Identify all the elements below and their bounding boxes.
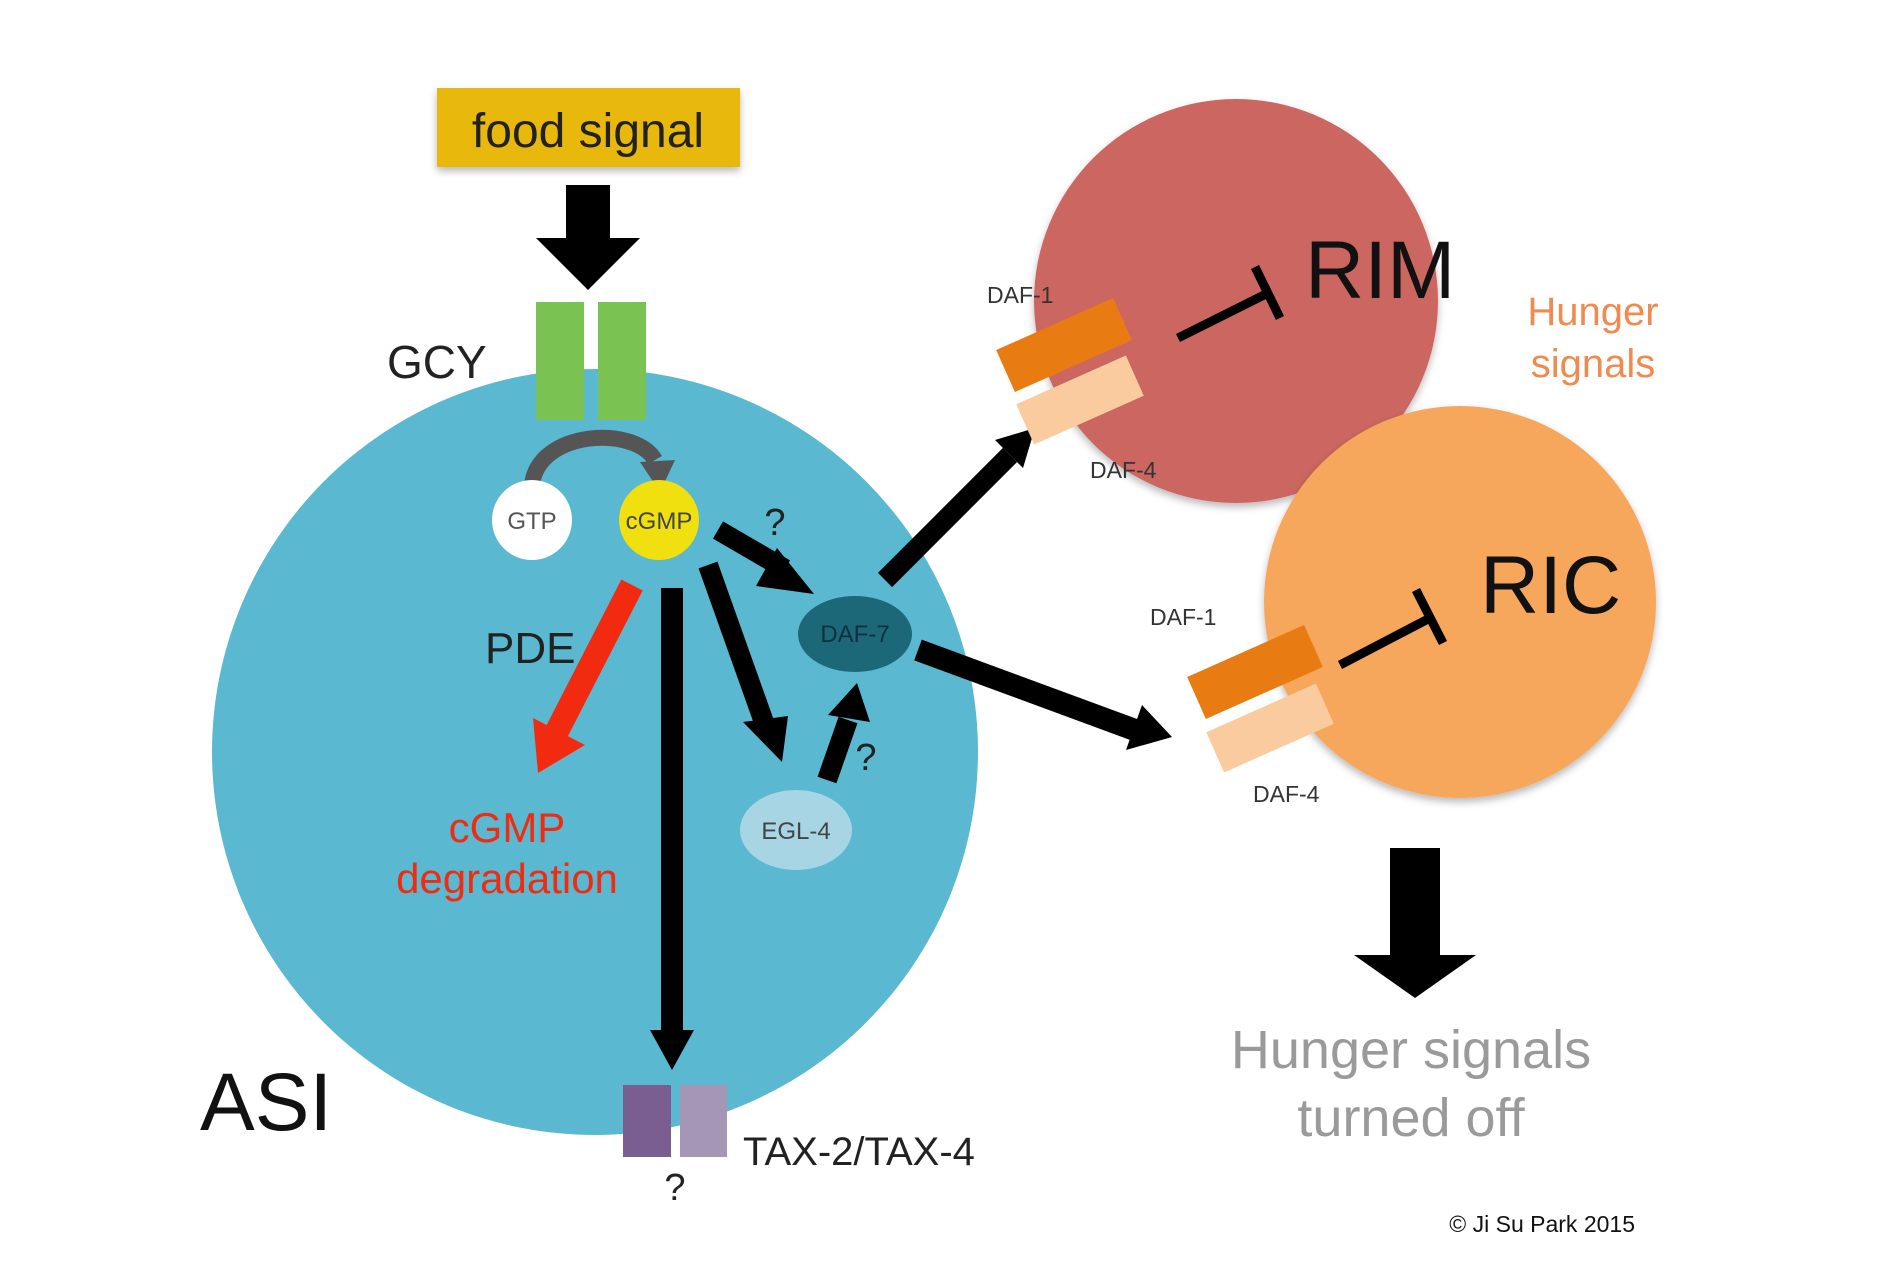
gcy-receptor-right: [598, 302, 646, 420]
rim-daf1-label: DAF-1: [987, 282, 1053, 308]
daf7-node: [798, 596, 912, 672]
ric-daf1-receptor: [1187, 624, 1323, 720]
egl4-label: EGL-4: [761, 818, 830, 845]
gtp-label: GTP: [507, 508, 556, 535]
cgmp-node: [619, 480, 699, 560]
rim-daf4-receptor: [1016, 355, 1144, 445]
food-signal-label: food signal: [472, 105, 704, 158]
cgmp-label: cGMP: [626, 508, 693, 535]
ric-daf4-label: DAF-4: [1253, 781, 1320, 807]
rim-cell: [1034, 99, 1438, 503]
daf7-to-rim-line: [877, 447, 1018, 588]
turned-off-label-1: Hunger signals: [1231, 1020, 1591, 1080]
hunger-signals-label-2: signals: [1531, 342, 1656, 386]
question-mark-tax: ?: [664, 1167, 685, 1209]
daf7-to-rim-arrowhead: [995, 428, 1035, 468]
rim-daf4-label: DAF-4: [1090, 457, 1157, 483]
egl4-node: [740, 790, 852, 870]
turned-off-label-2: turned off: [1297, 1088, 1525, 1148]
gtp-to-cgmp-arrowhead: [640, 460, 675, 492]
cgmp-to-daf7-arrowhead: [756, 548, 814, 594]
gtp-node: [492, 480, 572, 560]
pde-label: PDE: [485, 624, 575, 673]
hunger-signals-label-1: Hunger: [1527, 290, 1658, 334]
cgmp-degradation-label-2: degradation: [396, 855, 618, 902]
ric-daf1-label: DAF-1: [1150, 604, 1216, 630]
copyright-label: © Ji Su Park 2015: [1449, 1211, 1635, 1237]
rim-daf1-receptor: [996, 297, 1132, 393]
question-mark-daf7: ?: [764, 502, 785, 544]
ric-daf4-receptor: [1206, 683, 1334, 773]
daf7-to-ric-line: [914, 639, 1139, 741]
pde-arrow-line: [544, 579, 643, 741]
daf7-label: DAF-7: [820, 621, 889, 648]
question-mark-egl4: ?: [855, 737, 876, 779]
pde-arrowhead: [533, 718, 585, 773]
tax4-channel: [680, 1085, 727, 1157]
food-signal-box: [437, 88, 740, 167]
cgmp-to-egl4-line: [698, 561, 775, 729]
gtp-to-cgmp-arrow: [524, 429, 662, 487]
egl4-to-daf7-line: [817, 716, 858, 784]
cgmp-degradation-label-1: cGMP: [449, 804, 566, 851]
ric-inhibition-line: [1337, 614, 1433, 669]
egl4-to-daf7-arrowhead: [828, 683, 870, 722]
gcy-receptor-left: [536, 302, 584, 420]
asi-label: ASI: [200, 1057, 332, 1148]
ric-inhibition-bar: [1411, 587, 1448, 646]
rim-inhibition-line: [1175, 288, 1271, 343]
ric-output-arrow: [1354, 848, 1476, 998]
rim-label: RIM: [1305, 225, 1455, 316]
cgmp-to-egl4-arrowhead: [743, 716, 788, 762]
cgmp-to-tax-arrowhead: [650, 1030, 694, 1070]
tax-label: TAX-2/TAX-4: [743, 1130, 975, 1174]
ric-cell: [1264, 406, 1656, 798]
food-to-gcy-arrow: [536, 185, 640, 290]
ric-label: RIC: [1480, 540, 1621, 631]
daf7-to-ric-arrowhead: [1126, 705, 1172, 750]
rim-inhibition-bar: [1250, 265, 1285, 320]
gcy-label: GCY: [387, 336, 487, 388]
tax2-channel: [623, 1085, 671, 1157]
